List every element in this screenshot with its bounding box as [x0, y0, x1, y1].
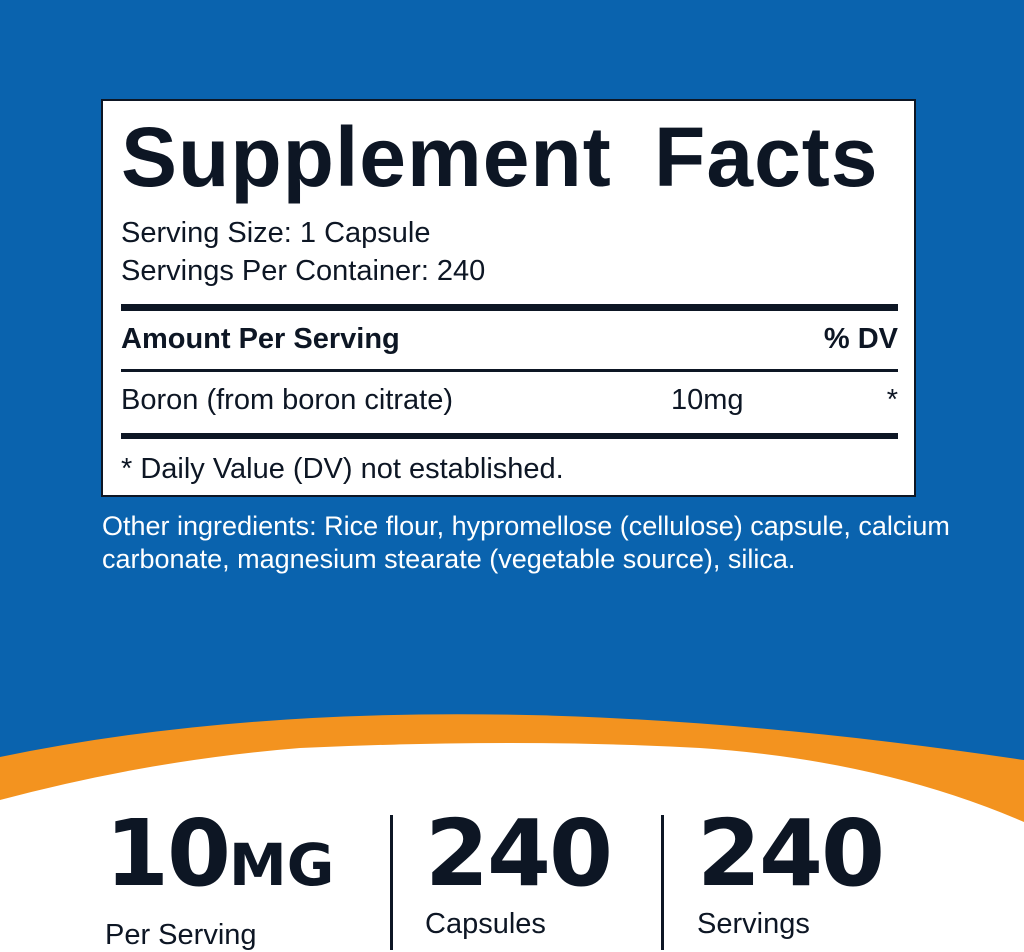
servings-per-container: Servings Per Container: 240 — [121, 255, 486, 287]
facts-title: Supplement Facts — [121, 110, 879, 204]
stat-value: 240 — [425, 800, 613, 907]
separator — [661, 815, 664, 950]
stat-value: 240 — [697, 800, 885, 907]
white-area — [0, 743, 1024, 950]
nutrient-name: Boron (from boron citrate) — [121, 384, 454, 416]
stat-capsules: 240 Capsules — [425, 800, 613, 941]
nutrient-amount: 10mg — [671, 384, 744, 416]
stat-label: Per Serving — [105, 919, 257, 951]
divider — [121, 433, 898, 439]
stat-dose: 10MG Per Serving — [105, 808, 334, 952]
amount-per-serving-header: Amount Per Serving — [121, 323, 400, 355]
stat-unit: MG — [229, 831, 335, 899]
stat-value: 10 — [105, 800, 231, 907]
stat-label: Capsules — [425, 908, 546, 940]
dv-header: % DV — [823, 323, 898, 355]
supplement-facts-panel: Supplement Facts Serving Size: 1 Capsule… — [101, 99, 916, 497]
other-ingredients: Other ingredients: Rice flour, hypromell… — [102, 511, 950, 574]
divider — [121, 304, 898, 311]
stat-servings: 240 Servings — [697, 800, 885, 941]
nutrient-dv: * — [886, 384, 898, 416]
divider — [121, 369, 898, 372]
serving-size: Serving Size: 1 Capsule — [121, 217, 431, 249]
separator — [390, 815, 393, 950]
stat-label: Servings — [697, 908, 810, 940]
footnote: * Daily Value (DV) not established. — [121, 453, 564, 485]
